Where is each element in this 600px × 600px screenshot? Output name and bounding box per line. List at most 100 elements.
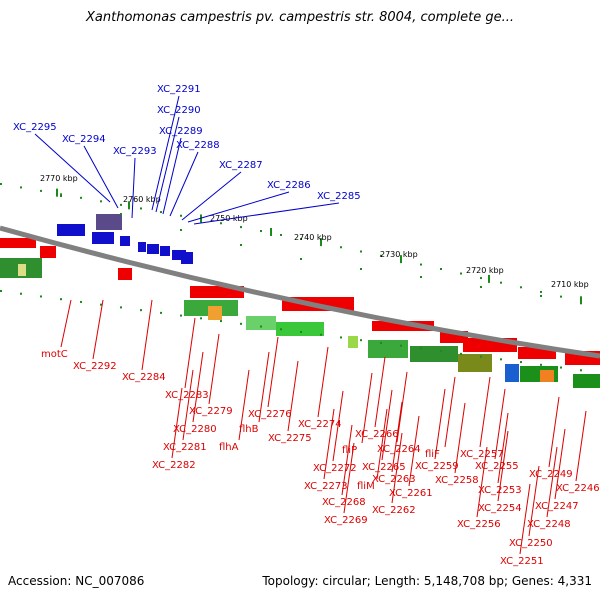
reverse-leader (287, 360, 299, 432)
forward-leader (34, 133, 111, 203)
reverse-gene-label: XC_2273 (304, 481, 348, 492)
kbp-label: 2740 kbp (294, 233, 332, 242)
ruler-dot (100, 200, 102, 203)
inner-ruler-dot (420, 347, 422, 350)
reverse-leader (391, 432, 403, 504)
cog-feature (458, 354, 492, 372)
ruler-dot (360, 250, 362, 253)
reverse-leader (182, 369, 194, 441)
reverse-gene-label: XC_2268 (322, 497, 366, 508)
ruler-dot (340, 246, 342, 249)
reverse-leader (497, 430, 509, 502)
kbp-label: 2730 kbp (380, 250, 418, 259)
forward-gene-label: XC_2293 (113, 146, 157, 157)
ruler-dot (480, 286, 482, 288)
forward-feature (92, 232, 114, 244)
inner-ruler-dot (260, 325, 262, 328)
ruler-dot (80, 196, 82, 199)
reverse-gene-label: XC_2250 (509, 538, 553, 549)
inner-ruler-dot (300, 331, 302, 333)
forward-gene-label: XC_2294 (62, 134, 106, 145)
forward-feature (160, 246, 170, 256)
reverse-gene-label: XC_2276 (248, 409, 292, 420)
reverse-leader (141, 299, 153, 371)
ruler-dot (500, 281, 502, 284)
reverse-feature (372, 321, 434, 331)
kbp-label: 2760 kbp (123, 195, 161, 204)
kbp-label: 2720 kbp (466, 266, 504, 275)
reverse-gene-label: XC_2292 (73, 361, 117, 372)
forward-leader (193, 202, 340, 225)
ruler-major-tick (580, 296, 582, 305)
forward-leader (181, 171, 242, 221)
reverse-leader (184, 317, 196, 389)
inner-ruler-dot (500, 358, 502, 361)
inner-ruler-dot (200, 317, 202, 320)
ruler-dot (180, 214, 182, 217)
inner-ruler-dot (400, 344, 402, 347)
cog-feature (276, 322, 324, 336)
reverse-leader (479, 376, 491, 448)
reverse-gene-label: fliP (342, 445, 357, 456)
reverse-leader (519, 483, 531, 555)
reverse-gene-label: XC_2269 (324, 515, 368, 526)
inner-ruler-dot (20, 292, 22, 295)
reverse-gene-label: motC (41, 349, 68, 360)
forward-leader (131, 157, 136, 219)
ruler-dot (20, 186, 22, 189)
cog-feature (573, 374, 600, 388)
reverse-feature (40, 246, 56, 258)
ruler-dot (120, 213, 122, 215)
reverse-leader (454, 402, 466, 474)
forward-gene-label: XC_2286 (267, 180, 311, 191)
inner-ruler-dot (460, 352, 462, 355)
reverse-leader (554, 428, 566, 500)
reverse-gene-label: fliF (425, 449, 440, 460)
reverse-gene-label: XC_2279 (189, 406, 233, 417)
ruler-dot (420, 263, 422, 266)
cog-feature (505, 364, 519, 382)
ruler-dot (40, 189, 42, 192)
ruler-dot (120, 203, 122, 206)
reverse-leader (361, 372, 373, 444)
reverse-leader (92, 299, 104, 360)
cog-feature (410, 346, 458, 362)
forward-feature (120, 236, 130, 246)
reverse-gene-label: XC_2283 (165, 390, 209, 401)
reverse-gene-label: XC_2281 (163, 442, 207, 453)
inner-ruler-dot (320, 333, 322, 336)
ruler-dot (420, 276, 422, 278)
forward-feature (181, 252, 193, 264)
reverse-gene-label: XC_2257 (460, 449, 504, 460)
ruler-dot (240, 244, 242, 246)
ruler-dot (440, 268, 442, 271)
accession-label: Accession: NC_007086 (8, 574, 145, 588)
ruler-dot (360, 268, 362, 270)
reverse-gene-label: XC_2272 (313, 463, 357, 474)
reverse-leader (267, 336, 279, 408)
inner-ruler-dot (280, 328, 282, 331)
reverse-gene-label: flhB (239, 424, 259, 435)
cog-feature (246, 316, 276, 330)
reverse-leader (374, 356, 386, 428)
reverse-leader (444, 376, 456, 448)
ruler-dot (300, 258, 302, 260)
ruler-dot (540, 290, 542, 293)
reverse-gene-label: XC_2255 (475, 461, 519, 472)
ruler-dot (160, 211, 162, 214)
reverse-leader (396, 371, 408, 443)
reverse-gene-label: XC_2280 (173, 424, 217, 435)
reverse-leader (391, 401, 403, 473)
inner-ruler-dot (380, 341, 382, 344)
forward-gene-label: XC_2290 (157, 105, 201, 116)
reverse-gene-label: fliM (357, 481, 375, 492)
inner-ruler-dot (0, 290, 2, 292)
cog-feature (208, 306, 222, 320)
reverse-leader (332, 390, 344, 462)
forward-leader (155, 116, 180, 213)
kbp-label: 2710 kbp (551, 280, 589, 289)
inner-ruler-dot (60, 298, 62, 301)
reverse-leader (341, 424, 353, 496)
forward-leader (162, 137, 182, 215)
